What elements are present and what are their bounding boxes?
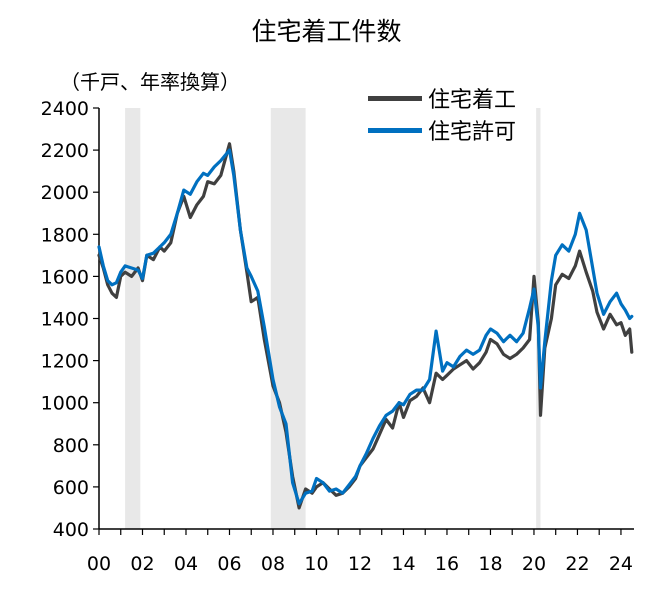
legend-item-starts: 住宅着工: [368, 82, 516, 114]
x-tick-label-02: 02: [130, 553, 154, 575]
x-tick-label-00: 00: [87, 553, 111, 575]
x-tick-label-08: 08: [261, 553, 285, 575]
y-tick-label-1000: 1000: [41, 393, 89, 415]
x-tick-label-12: 12: [348, 553, 372, 575]
legend-swatch-starts: [368, 95, 422, 101]
x-tick-label-06: 06: [217, 553, 241, 575]
x-tick-label-16: 16: [435, 553, 459, 575]
y-unit-label: （千戸、年率換算）: [60, 70, 240, 94]
series-lines: [97, 142, 634, 510]
axes: 4006008001000120014001600180020002200240…: [41, 98, 634, 575]
x-tick-label-20: 20: [522, 553, 546, 575]
y-tick-label-1400: 1400: [41, 309, 89, 331]
y-tick-label-600: 600: [53, 477, 89, 499]
recession-bands: [125, 108, 541, 529]
x-tick-label-04: 04: [174, 553, 198, 575]
y-tick-label-1800: 1800: [41, 224, 89, 246]
x-tick-label-22: 22: [565, 553, 589, 575]
legend-swatch-permits: [368, 127, 422, 133]
x-tick-label-24: 24: [609, 553, 633, 575]
legend-label-permits: 住宅許可: [428, 120, 517, 145]
recession-band-0: [125, 108, 141, 529]
legend: 住宅着工 住宅許可: [368, 82, 516, 146]
series-line-1: [97, 148, 634, 506]
y-tick-label-2200: 2200: [41, 140, 89, 162]
x-tick-label-14: 14: [391, 553, 415, 575]
y-tick-label-1600: 1600: [41, 266, 89, 288]
x-tick-label-18: 18: [478, 553, 502, 575]
recession-band-1: [270, 108, 306, 529]
y-tick-label-2000: 2000: [41, 182, 89, 204]
y-tick-label-2400: 2400: [41, 98, 89, 120]
chart-title: 住宅着工件数: [251, 17, 402, 46]
y-tick-label-800: 800: [53, 435, 89, 457]
y-tick-label-400: 400: [53, 519, 89, 541]
legend-item-permits: 住宅許可: [368, 114, 516, 146]
y-tick-label-1200: 1200: [41, 351, 89, 373]
x-tick-label-10: 10: [304, 553, 328, 575]
legend-label-starts: 住宅着工: [428, 88, 517, 113]
